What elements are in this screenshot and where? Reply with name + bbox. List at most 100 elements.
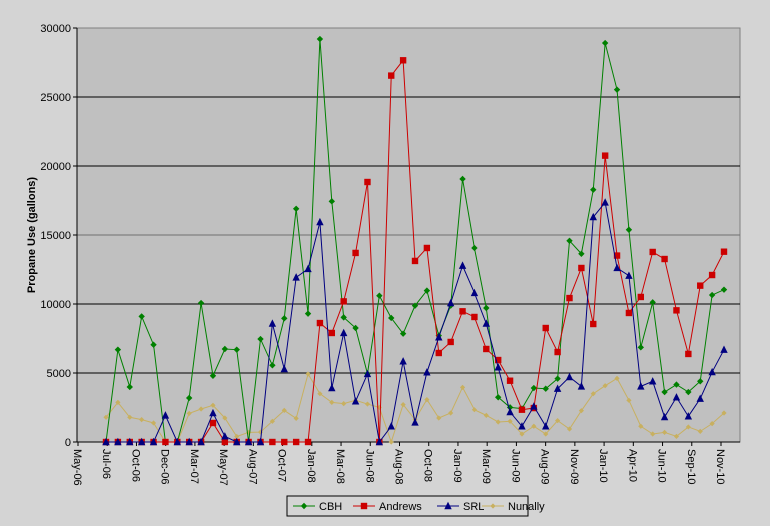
- y-tick-label: 30000: [40, 23, 71, 35]
- y-tick-label: 10000: [40, 299, 71, 311]
- x-tick-label: Aug-09: [539, 449, 551, 484]
- data-point-nunally: [543, 431, 549, 437]
- legend-label: SRL: [463, 501, 484, 513]
- data-point-cbh: [269, 362, 276, 369]
- x-tick-label: Sep-10: [685, 449, 697, 484]
- data-point-nunally: [364, 401, 371, 407]
- data-point-nunally: [495, 419, 501, 425]
- data-point-srl: [458, 261, 467, 269]
- data-point-srl: [518, 422, 526, 430]
- data-point-srl: [720, 345, 728, 353]
- data-point-cbh: [649, 299, 656, 306]
- data-point-nunally: [222, 415, 228, 421]
- data-point-nunally: [531, 423, 537, 429]
- data-point-srl: [316, 217, 324, 226]
- data-point-srl: [542, 422, 550, 430]
- data-point-nunally: [626, 397, 632, 403]
- data-point-andrews: [411, 257, 419, 265]
- data-point-cbh: [233, 346, 240, 353]
- data-point-andrews: [388, 72, 395, 79]
- data-point-srl: [399, 357, 407, 365]
- data-point-andrews: [518, 406, 526, 413]
- data-point-nunally: [246, 429, 252, 435]
- data-point-nunally: [709, 421, 715, 427]
- data-point-nunally: [436, 415, 442, 421]
- data-point-nunally: [566, 426, 573, 432]
- data-point-nunally: [317, 391, 323, 397]
- data-point-cbh: [304, 310, 312, 317]
- data-point-cbh: [613, 86, 621, 93]
- x-tick-label: Dec-06: [159, 449, 171, 484]
- data-point-srl: [137, 437, 146, 446]
- data-point-cbh: [328, 198, 336, 205]
- data-point-andrews: [447, 338, 454, 346]
- data-point-andrews: [542, 324, 549, 332]
- data-point-cbh: [209, 372, 217, 379]
- data-point-srl: [530, 402, 538, 410]
- series-srl: [102, 198, 728, 446]
- data-point-nunally: [614, 375, 620, 381]
- x-tick-label: May-06: [71, 449, 83, 486]
- data-point-srl: [435, 333, 443, 341]
- data-point-andrews: [637, 293, 645, 301]
- data-point-nunally: [483, 412, 489, 418]
- data-point-cbh: [423, 287, 431, 294]
- y-tick-label: 15000: [40, 230, 71, 242]
- data-point-cbh: [697, 378, 704, 385]
- data-point-cbh: [601, 39, 609, 47]
- data-point-cbh: [685, 388, 692, 396]
- data-point-andrews: [720, 248, 728, 255]
- data-point-nunally: [139, 417, 145, 423]
- data-point-srl: [363, 369, 372, 378]
- data-point-srl: [114, 437, 122, 446]
- data-point-cbh: [673, 381, 680, 388]
- data-point-cbh: [316, 35, 324, 43]
- data-point-srl: [126, 437, 134, 446]
- x-tick-label: Apr-10: [626, 449, 638, 482]
- data-point-andrews: [221, 438, 229, 446]
- data-point-nunally: [103, 414, 109, 420]
- data-point-cbh: [185, 394, 193, 402]
- legend-box: [286, 495, 529, 517]
- data-point-nunally: [341, 401, 347, 407]
- data-point-nunally: [150, 420, 157, 426]
- x-tick-label: Oct-08: [422, 449, 434, 482]
- data-point-srl: [625, 271, 633, 279]
- data-point-nunally: [305, 371, 311, 377]
- data-point-cbh: [720, 286, 728, 293]
- data-point-nunally: [186, 410, 192, 417]
- x-tick-label: Nov-10: [714, 449, 726, 484]
- data-point-cbh: [352, 324, 359, 332]
- data-point-andrews: [304, 438, 312, 446]
- data-point-srl: [470, 288, 479, 297]
- data-point-andrews: [292, 438, 300, 446]
- data-point-andrews: [661, 255, 668, 263]
- data-point-cbh: [494, 394, 502, 401]
- data-point-nunally: [281, 407, 287, 413]
- data-point-srl: [613, 263, 621, 272]
- data-point-nunally: [578, 408, 584, 414]
- data-point-nunally: [234, 433, 240, 440]
- legend-item-nunally: Nunally: [482, 501, 545, 513]
- data-point-srl: [221, 432, 229, 440]
- data-point-srl: [351, 397, 360, 405]
- data-point-srl: [197, 437, 205, 446]
- legend-marker: [360, 502, 368, 510]
- data-point-cbh: [221, 345, 229, 353]
- data-point-nunally: [519, 431, 525, 437]
- data-point-nunally: [721, 410, 727, 416]
- x-tick-label: May-07: [217, 449, 229, 486]
- data-point-cbh: [530, 384, 538, 392]
- data-point-andrews: [399, 57, 407, 64]
- x-tick-label: Aug-08: [393, 449, 405, 484]
- data-point-andrews: [269, 438, 276, 446]
- data-point-cbh: [459, 175, 466, 183]
- data-point-srl: [411, 418, 419, 426]
- x-tick-label: Jun-10: [656, 449, 668, 483]
- data-point-andrews: [697, 282, 704, 289]
- data-point-andrews: [554, 348, 561, 356]
- data-point-nunally: [555, 418, 561, 424]
- data-point-srl: [256, 437, 265, 446]
- legend-label: Andrews: [379, 501, 422, 513]
- data-point-srl: [304, 264, 312, 273]
